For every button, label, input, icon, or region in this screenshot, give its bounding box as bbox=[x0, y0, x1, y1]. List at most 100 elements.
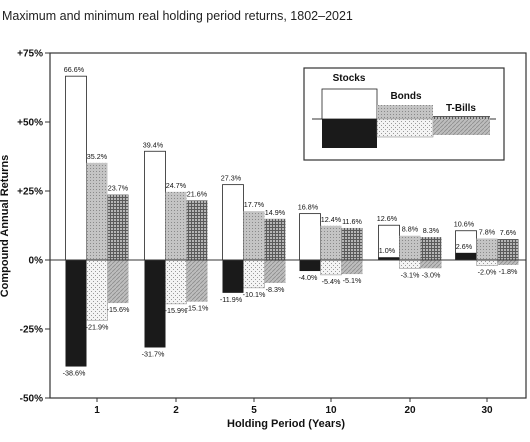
bar-stocks-min-30 bbox=[455, 252, 477, 260]
y-tick-label: +75% bbox=[17, 49, 43, 60]
bar-tbills-min-2 bbox=[186, 260, 208, 302]
bar-bonds-max-20 bbox=[399, 235, 421, 260]
bar-stocks-min-2 bbox=[144, 260, 166, 348]
legend-stocks-max-swatch bbox=[321, 88, 378, 120]
bar-stocks-min-5 bbox=[222, 260, 244, 293]
label-stocks-max-10: 16.8% bbox=[298, 203, 319, 212]
label-stocks-max-2: 39.4% bbox=[143, 140, 164, 149]
bar-bonds-min-1 bbox=[86, 259, 108, 321]
bar-tbills-max-10 bbox=[341, 227, 363, 260]
y-tick-label: -50% bbox=[20, 394, 43, 405]
legend-stocks-label: Stocks bbox=[333, 73, 366, 84]
y-axis: +75% +50% +25% 0% -25% -50% bbox=[17, 49, 50, 405]
label-stocks-min-2: -31.7% bbox=[142, 349, 165, 358]
legend-bonds-label: Bonds bbox=[390, 91, 422, 102]
x-axis: 1 2 5 10 20 30 bbox=[94, 398, 493, 416]
label-stocks-min-1: -38.6% bbox=[63, 369, 86, 378]
legend-bonds-max-swatch bbox=[377, 105, 433, 119]
bar-tbills-max-2 bbox=[186, 200, 208, 260]
x-axis-title: Holding Period (Years) bbox=[227, 418, 345, 430]
bar-bonds-max-5 bbox=[243, 211, 265, 260]
label-bonds-max-1: 35.2% bbox=[87, 152, 108, 161]
y-tick-label: +25% bbox=[17, 187, 43, 198]
x-tick-label: 10 bbox=[325, 405, 337, 416]
bar-bonds-min-2 bbox=[165, 259, 187, 305]
bar-bonds-max-2 bbox=[165, 191, 187, 260]
label-bonds-max-2: 24.7% bbox=[166, 181, 187, 190]
bar-stocks-max-2 bbox=[144, 150, 166, 261]
bar-bonds-min-20 bbox=[399, 259, 421, 269]
legend-tbills-label: T-Bills bbox=[446, 103, 476, 114]
bar-bonds-max-30 bbox=[476, 238, 498, 260]
bar-tbills-min-5 bbox=[264, 260, 286, 283]
label-tbills-max-1: 23.7% bbox=[108, 184, 129, 193]
bar-tbills-max-20 bbox=[420, 237, 442, 260]
legend-bonds-min-swatch bbox=[376, 118, 434, 138]
bar-stocks-max-10 bbox=[299, 213, 321, 261]
bars-layer bbox=[65, 75, 519, 367]
bar-tbills-min-1 bbox=[107, 260, 129, 304]
label-stocks-max-5: 27.3% bbox=[221, 174, 242, 183]
legend-tbills-max-swatch bbox=[433, 116, 490, 119]
x-tick-label: 20 bbox=[404, 405, 416, 416]
label-stocks-max-30: 10.6% bbox=[454, 220, 475, 229]
bar-tbills-min-20 bbox=[420, 260, 442, 269]
label-stocks-max-20: 12.6% bbox=[377, 214, 398, 223]
bar-tbills-max-5 bbox=[264, 218, 286, 260]
bar-tbills-max-30 bbox=[497, 239, 519, 260]
label-stocks-min-5: -11.9% bbox=[220, 295, 243, 304]
label-bonds-min-1: -21.9% bbox=[86, 322, 109, 331]
x-tick-label: 30 bbox=[481, 405, 493, 416]
label-bonds-min-30: -2.0% bbox=[478, 268, 497, 277]
label-tbills-max-2: 21.6% bbox=[187, 189, 208, 198]
bar-bonds-min-10 bbox=[320, 259, 342, 276]
label-bonds-max-30: 7.8% bbox=[479, 227, 496, 236]
bar-bonds-max-10 bbox=[320, 225, 342, 260]
legend-stocks-min-swatch bbox=[322, 119, 377, 148]
label-stocks-min-10: -4.0% bbox=[299, 273, 318, 282]
label-tbills-max-10: 11.6% bbox=[342, 217, 362, 226]
label-tbills-min-10: -5.1% bbox=[343, 276, 362, 285]
label-tbills-min-20: -3.0% bbox=[422, 270, 441, 279]
x-tick-label: 5 bbox=[251, 405, 257, 416]
label-tbills-min-2: -15.1% bbox=[186, 304, 209, 313]
label-bonds-max-5: 17.7% bbox=[244, 200, 265, 209]
bar-stocks-min-10 bbox=[299, 260, 321, 272]
legend: Stocks Bonds T-Bills bbox=[303, 67, 505, 161]
label-tbills-min-1: -15.6% bbox=[107, 305, 130, 314]
label-tbills-max-20: 8.3% bbox=[423, 226, 440, 235]
label-bonds-max-20: 8.8% bbox=[402, 225, 419, 234]
bar-stocks-max-1 bbox=[65, 75, 87, 261]
bar-stocks-min-1 bbox=[65, 260, 87, 367]
bar-stocks-max-5 bbox=[222, 184, 244, 261]
bar-bonds-min-30 bbox=[476, 259, 498, 266]
y-tick-label: 0% bbox=[29, 256, 44, 267]
label-stocks-max-1: 66.6% bbox=[64, 65, 85, 74]
x-tick-label: 2 bbox=[173, 405, 179, 416]
data-labels-layer: 66.6% -38.6% 39.4% -31.7% 27.3% -11.9% 16.8% -4… bbox=[63, 65, 518, 377]
label-stocks-min-20: 1.0% bbox=[379, 246, 396, 255]
bar-tbills-max-1 bbox=[107, 194, 129, 260]
chart-title: Maximum and minimum real holding period … bbox=[2, 9, 353, 23]
y-axis-title: Compound Annual Returns bbox=[0, 155, 11, 298]
y-tick-label: -25% bbox=[20, 325, 43, 336]
label-stocks-min-30: 2.6% bbox=[456, 242, 473, 251]
label-bonds-max-10: 12.4% bbox=[321, 215, 342, 224]
label-bonds-min-20: -3.1% bbox=[401, 271, 420, 280]
label-bonds-min-10: -5.4% bbox=[322, 277, 341, 286]
plot-frame bbox=[49, 52, 527, 399]
label-bonds-min-2: -15.9% bbox=[165, 306, 188, 315]
label-bonds-min-5: -10.1% bbox=[243, 290, 266, 299]
bar-bonds-min-5 bbox=[243, 259, 265, 289]
legend-tbills-min-swatch bbox=[433, 119, 490, 135]
bar-tbills-min-10 bbox=[341, 260, 363, 275]
label-tbills-max-5: 14.9% bbox=[265, 208, 286, 217]
x-tick-label: 1 bbox=[94, 405, 100, 416]
y-tick-label: +50% bbox=[17, 118, 43, 129]
label-tbills-min-30: -1.8% bbox=[499, 267, 518, 276]
label-tbills-max-30: 7.6% bbox=[500, 228, 517, 237]
bar-bonds-max-1 bbox=[86, 162, 108, 260]
bar-stocks-min-20 bbox=[378, 257, 400, 260]
bar-tbills-min-30 bbox=[497, 260, 519, 265]
